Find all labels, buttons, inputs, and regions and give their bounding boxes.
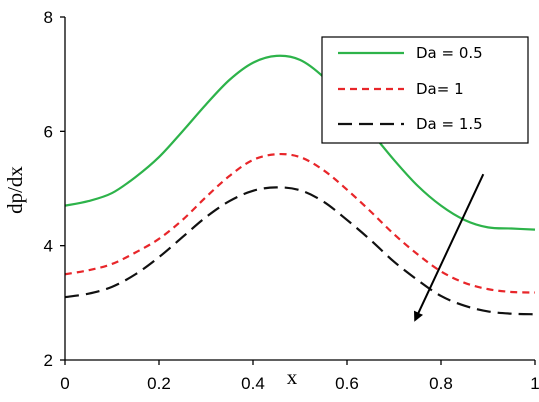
y-tick-label: 4 <box>44 237 53 256</box>
x-tick-label: 0.6 <box>335 374 359 393</box>
legend: Da = 0.5 Da= 1 Da = 1.5 <box>321 36 529 144</box>
x-tick-label: 0.2 <box>147 374 171 393</box>
x-tick-label: 0.4 <box>241 374 265 393</box>
y-tick-label: 6 <box>44 122 53 141</box>
series-line-da-0-5 <box>64 54 536 231</box>
legend-label-da-1-5: Da = 1.5 <box>416 115 483 133</box>
legend-label-da-1: Da= 1 <box>416 80 464 98</box>
trend-arrow <box>414 173 485 322</box>
series-line-da-1 <box>64 152 536 294</box>
x-tick-label: 1 <box>530 374 539 393</box>
x-axis-title: x <box>287 365 298 389</box>
plot-area <box>64 54 536 322</box>
series-line-da-1-5 <box>64 186 536 316</box>
legend-label-da-0-5: Da = 0.5 <box>416 44 483 62</box>
x-tick-label: 0.8 <box>429 374 453 393</box>
x-tick-label: 0 <box>60 374 69 393</box>
y-axis-title: dp/dx <box>3 166 27 214</box>
axes: 2 4 6 8 0 0.2 0.4 0.6 0.8 1 <box>44 8 539 393</box>
y-tick-label: 8 <box>44 8 53 27</box>
y-tick-label: 2 <box>44 351 53 370</box>
